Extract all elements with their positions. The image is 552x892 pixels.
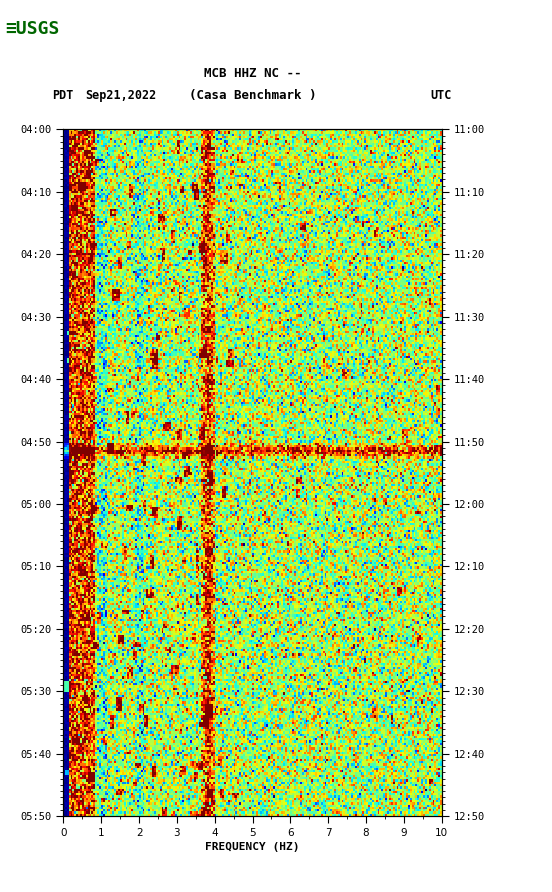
Text: Sep21,2022: Sep21,2022 xyxy=(86,89,157,102)
X-axis label: FREQUENCY (HZ): FREQUENCY (HZ) xyxy=(205,842,300,852)
Text: (Casa Benchmark ): (Casa Benchmark ) xyxy=(189,89,316,102)
Text: UTC: UTC xyxy=(431,89,452,102)
Text: ≡USGS: ≡USGS xyxy=(6,20,60,37)
Text: PDT: PDT xyxy=(52,89,74,102)
Text: MCB HHZ NC --: MCB HHZ NC -- xyxy=(204,67,301,79)
